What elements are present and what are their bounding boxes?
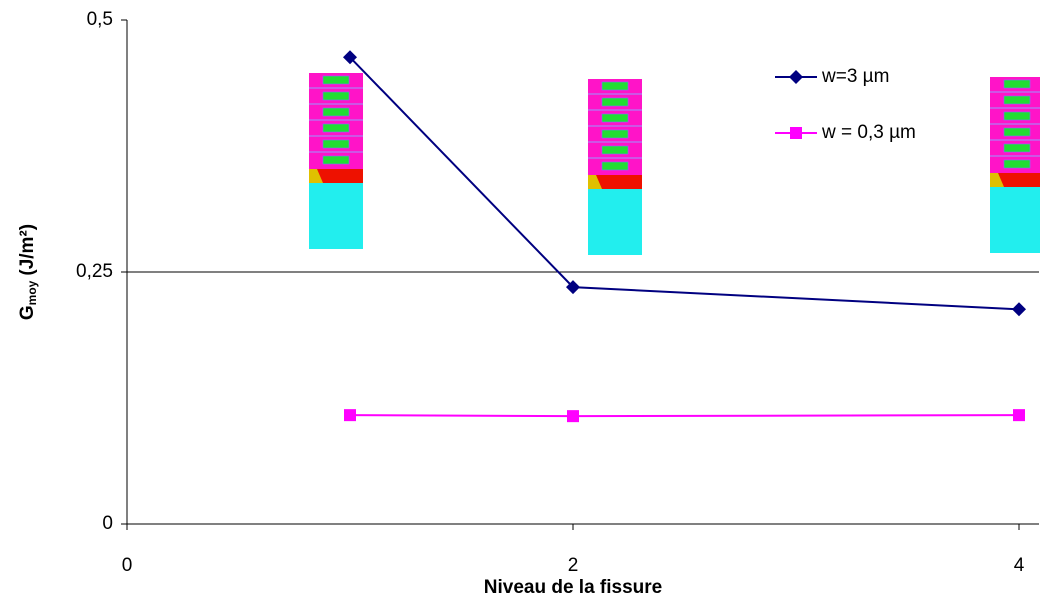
- inset-image: [587, 78, 643, 256]
- x-axis-title: Niveau de la fissure: [484, 577, 662, 598]
- legend-label: w = 0,3 µm: [821, 122, 916, 143]
- legend-label: w=3 µm: [821, 66, 889, 87]
- y-tick-label: 0,25: [76, 261, 113, 282]
- data-point: [344, 409, 356, 422]
- y-axis-title: Gmoy (J/m²): [17, 224, 39, 320]
- series-line: [349, 56, 1020, 311]
- legend-marker: [790, 127, 802, 139]
- inset-image: [308, 72, 364, 250]
- y-axis-title-unit: (J/m²): [17, 224, 38, 276]
- data-point: [1012, 302, 1026, 317]
- inset-image: [989, 76, 1040, 254]
- data-point: [1013, 409, 1025, 422]
- data-point: [566, 280, 580, 295]
- legend-marker: [789, 70, 803, 84]
- x-tick-label: 4: [1014, 555, 1025, 576]
- y-axis-title-sub: moy: [25, 280, 39, 305]
- x-tick-label: 0: [122, 555, 133, 576]
- y-tick-label: 0,5: [87, 9, 113, 30]
- data-point: [567, 410, 579, 423]
- series-line: [349, 414, 1020, 418]
- y-axis-title-main: G: [17, 305, 38, 320]
- data-point: [343, 50, 357, 65]
- x-tick-label: 2: [568, 555, 579, 576]
- y-tick-label: 0: [102, 513, 113, 534]
